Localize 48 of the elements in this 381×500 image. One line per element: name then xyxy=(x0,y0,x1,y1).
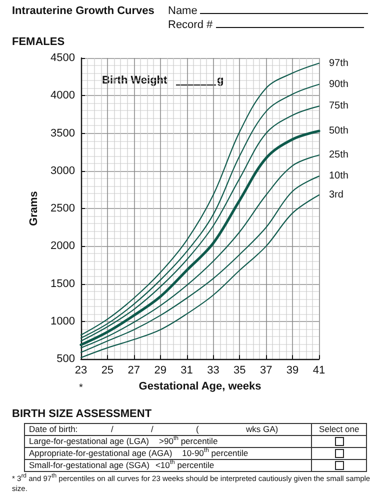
x-tick-label: 39 xyxy=(286,364,299,377)
series-label: 90th xyxy=(329,78,348,90)
text: Record # xyxy=(168,19,214,31)
chart-subtitle: FEMALES xyxy=(12,36,65,48)
x-tick-label: 25 xyxy=(101,364,114,377)
y-axis-title: Grams xyxy=(28,191,40,226)
text: Large-for-gestational age (LGA) xyxy=(29,436,150,446)
y-tick-label: 4000 xyxy=(50,90,75,102)
text: * xyxy=(79,382,83,394)
y-tick-label: 1500 xyxy=(50,278,75,290)
y-tick-label: 2500 xyxy=(50,202,75,215)
text: >90$^{th}$ percentile xyxy=(159,436,218,446)
series-label: 50th xyxy=(329,126,348,137)
text: <10$^{th}$ percentile xyxy=(155,460,214,470)
series-label: 75th xyxy=(329,100,348,112)
text: / xyxy=(111,424,114,435)
x-tick-label: 33 xyxy=(207,364,220,377)
series-label: 97th xyxy=(329,58,348,69)
x-tick-label: 35 xyxy=(234,364,246,377)
x-tick-label: 31 xyxy=(180,364,193,377)
annotation: Birth Weight xyxy=(102,74,168,86)
y-tick-label: 1000 xyxy=(50,315,75,328)
text: BIRTH SIZE ASSESSMENT xyxy=(12,408,152,420)
y-tick-label: 500 xyxy=(56,353,75,366)
series-label: 10th xyxy=(329,170,348,182)
text: ( xyxy=(196,424,200,435)
text: Name xyxy=(168,5,198,17)
text: 10-90$^{th}$ percentile xyxy=(182,448,248,458)
text: Appropriate-for-gestational age (AGA) xyxy=(29,448,172,458)
chart-title: Intrauterine Growth Curves xyxy=(12,5,154,17)
y-tick-label: 4500 xyxy=(50,52,75,64)
x-tick-label: 23 xyxy=(74,364,88,377)
series-label: 25th xyxy=(329,150,348,161)
text: Select one xyxy=(312,424,366,436)
x-tick-label: 29 xyxy=(154,364,166,377)
x-axis-title: Gestational Age, weeks xyxy=(138,380,262,392)
series-label: 3rd xyxy=(329,190,344,200)
text: / xyxy=(151,424,154,435)
x-tick-label: 41 xyxy=(312,364,326,377)
y-tick-label: 3500 xyxy=(50,127,75,140)
text: Date of birth: xyxy=(29,424,79,435)
x-tick-label: 27 xyxy=(128,364,140,377)
x-tick-label: 37 xyxy=(260,364,272,377)
text: wks GA) xyxy=(246,424,278,434)
y-tick-label: 3000 xyxy=(50,164,75,177)
y-tick-label: 2000 xyxy=(50,240,75,252)
text: Small-for-gestational age (SGA) xyxy=(29,460,150,470)
annotation: g xyxy=(217,74,224,86)
